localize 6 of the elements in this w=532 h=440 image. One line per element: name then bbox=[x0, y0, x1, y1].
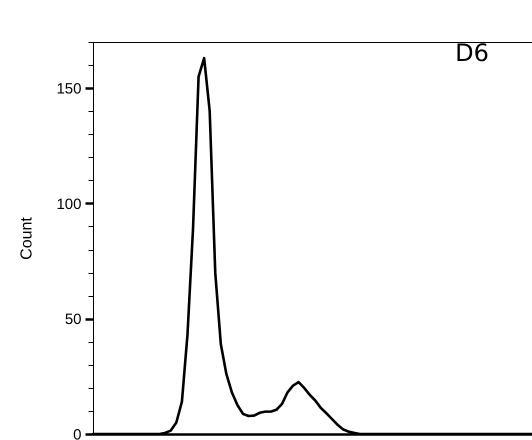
annotation: D6 bbox=[455, 39, 489, 67]
y-tick-label: 100 bbox=[56, 196, 82, 213]
y-tick-label: 150 bbox=[56, 80, 82, 98]
y-axis-title: Count bbox=[18, 216, 36, 260]
y-tick-label: 0 bbox=[73, 426, 82, 440]
y-tick-label: 50 bbox=[64, 311, 82, 328]
